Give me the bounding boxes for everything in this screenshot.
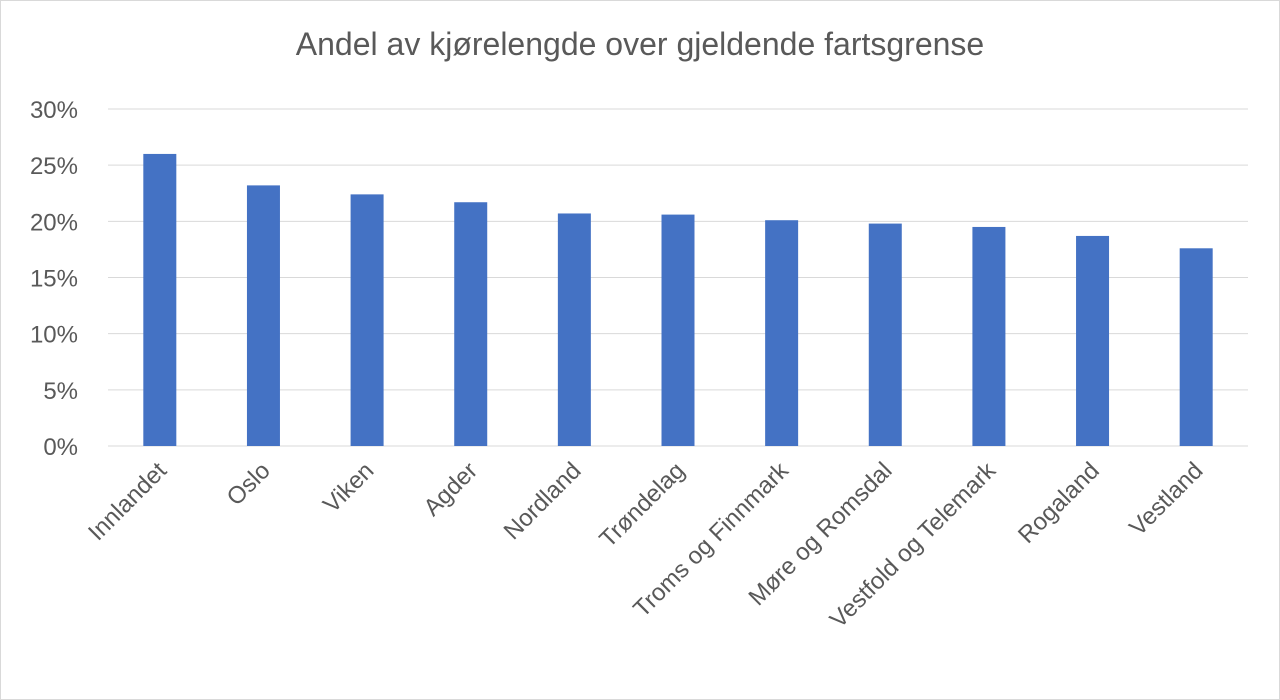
bar — [972, 226, 1006, 446]
y-tick-label: 0% — [43, 434, 78, 461]
x-tick-label: Viken — [318, 457, 379, 518]
x-axis-tick-labels: Innlandet Oslo Viken Agder Nordland Trøndelag… — [83, 456, 1208, 633]
bar — [246, 185, 280, 447]
y-tick-label: 20% — [30, 209, 78, 236]
y-tick-label: 10% — [30, 322, 78, 349]
y-tick-label: 5% — [43, 378, 78, 405]
bar — [143, 153, 177, 446]
x-tick-label: Rogaland — [1013, 457, 1105, 549]
y-tick-label: 30% — [30, 97, 78, 124]
x-tick-label: Oslo — [222, 457, 276, 511]
y-tick-label: 15% — [30, 266, 78, 293]
bars — [143, 153, 1213, 447]
y-axis-tick-labels: 0% 5% 10% 15% 20% 25% 30% — [30, 97, 78, 461]
bar — [557, 213, 591, 446]
bar — [350, 194, 384, 446]
bar — [1076, 235, 1110, 446]
bar — [454, 202, 488, 446]
x-tick-label: Innlandet — [83, 457, 172, 546]
x-tick-label: Trøndelag — [594, 457, 690, 553]
bar — [765, 220, 799, 446]
bar — [868, 223, 902, 446]
bar — [1179, 248, 1213, 446]
x-tick-label: Vestland — [1124, 457, 1208, 541]
chart-title: Andel av kjørelengde over gjeldende fart… — [295, 26, 985, 62]
x-tick-label: Agder — [419, 457, 483, 521]
x-tick-label: Nordland — [499, 457, 587, 545]
y-tick-label: 25% — [30, 153, 78, 180]
bar — [661, 214, 695, 446]
